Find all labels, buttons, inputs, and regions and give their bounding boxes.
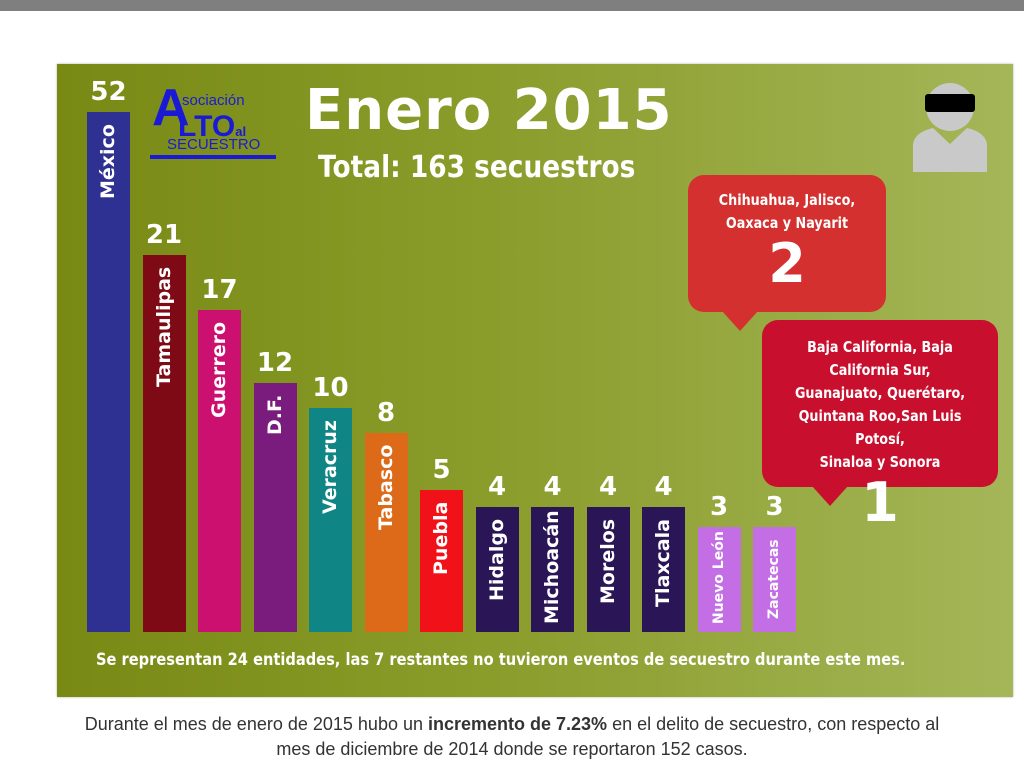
logo-underline [150, 155, 276, 159]
chart-subtitle: Total: 163 secuestros [318, 150, 636, 185]
value-label: 4 [543, 472, 562, 502]
callout-number: 1 [861, 471, 899, 534]
logo-text: SECUESTRO [167, 136, 261, 153]
bar-morelos: Morelos [586, 507, 630, 632]
logo-text-alto: LTO [178, 110, 236, 143]
callout-states: Chihuahua, Jalisco, Oaxaca y Nayarit [703, 189, 871, 235]
caption-text: en el delito de secuestro, con respecto … [607, 714, 940, 734]
slide-top-bar [0, 0, 1024, 11]
value-label: 17 [201, 275, 238, 305]
bar-zacatecas: Zacatecas [753, 527, 796, 632]
value-label: 4 [487, 472, 507, 502]
value-label: 5 [432, 455, 451, 485]
bar-label: Michoacán [541, 510, 564, 624]
logo-text: sociación [182, 92, 245, 109]
value-label: 3 [709, 492, 729, 522]
logo-text: LTOal [178, 110, 246, 144]
bar-label: México [97, 124, 120, 199]
callout-text-line: Chihuahua, Jalisco, [718, 191, 856, 209]
value-label: 4 [654, 472, 673, 502]
value-label: 10 [312, 373, 349, 403]
bar-veracruz: Veracruz [309, 408, 352, 632]
bar-tamaulipas: Tamaulipas [142, 255, 186, 632]
blindfolded-person-icon [913, 83, 987, 172]
bar-label: Guerrero [208, 321, 231, 418]
bar-label: Nuevo León [710, 531, 727, 624]
bar-label: Zacatecas [766, 539, 783, 619]
callout-value-1: Baja California, Baja California Sur, Gu… [762, 320, 998, 532]
bar-label: Tabasco [374, 444, 397, 530]
callout-tail [722, 311, 758, 331]
value-label: 21 [145, 220, 183, 250]
value-label: 12 [256, 348, 294, 378]
bar-nuevo-le-n: Nuevo León [697, 527, 741, 632]
bar-label: Veracruz [319, 420, 342, 514]
value-label: 52 [90, 77, 127, 107]
chart-title: Enero 2015 [305, 78, 673, 143]
logo-letter: A [152, 79, 190, 137]
value-label: 4 [598, 472, 618, 502]
caption-text: Durante el mes de enero de 2015 hubo un [84, 714, 428, 734]
callout-number: 2 [768, 232, 806, 295]
logo-alto-al-secuestro: A sociación LTOal SECUESTRO [150, 78, 280, 160]
callout-text-line: Sinaloa y Sonora [819, 453, 941, 471]
bar-michoac-n: Michoacán [531, 507, 574, 632]
callout-text-line: Oaxaca y Nayarit [725, 214, 849, 232]
bar-label: Puebla [430, 501, 453, 575]
logo-text-al: al [235, 124, 247, 139]
value-label: 8 [376, 398, 396, 428]
bar-guerrero: Guerrero [198, 310, 241, 632]
callout-text-line: Guanajuato, Querétaro, [794, 384, 966, 402]
bar-tabasco: Tabasco [364, 433, 408, 632]
bar-hidalgo: Hidalgo [475, 507, 519, 632]
bar-m-xico: México [87, 112, 130, 632]
callout-text-line: Quintana Roo,San Luis Potosí, [798, 407, 962, 448]
callout-tail [812, 486, 848, 506]
bar-tlaxcala: Tlaxcala [642, 507, 685, 632]
callout-states: Baja California, Baja California Sur, Gu… [780, 336, 981, 474]
bar-label: Tamaulipas [152, 266, 175, 387]
value-label: 3 [765, 492, 784, 522]
caption-text: mes de diciembre de 2014 donde se report… [276, 739, 748, 759]
bar-label: D.F. [263, 394, 286, 435]
bar-label: Hidalgo [485, 518, 508, 601]
bar-puebla: Puebla [420, 490, 463, 632]
bar-label: Morelos [596, 518, 619, 604]
chart-footnote: Se representan 24 entidades, las 7 resta… [96, 650, 906, 670]
callout-value-2: Chihuahua, Jalisco, Oaxaca y Nayarit 2 [688, 175, 886, 312]
callout-text-line: Baja California, Baja California Sur, [807, 338, 953, 379]
slide-caption: Durante el mes de enero de 2015 hubo un … [0, 712, 1024, 762]
bar-label: Tlaxcala [652, 519, 675, 607]
bar-d-f-: D.F. [253, 383, 297, 632]
caption-highlight: incremento de 7.23% [427, 714, 608, 734]
